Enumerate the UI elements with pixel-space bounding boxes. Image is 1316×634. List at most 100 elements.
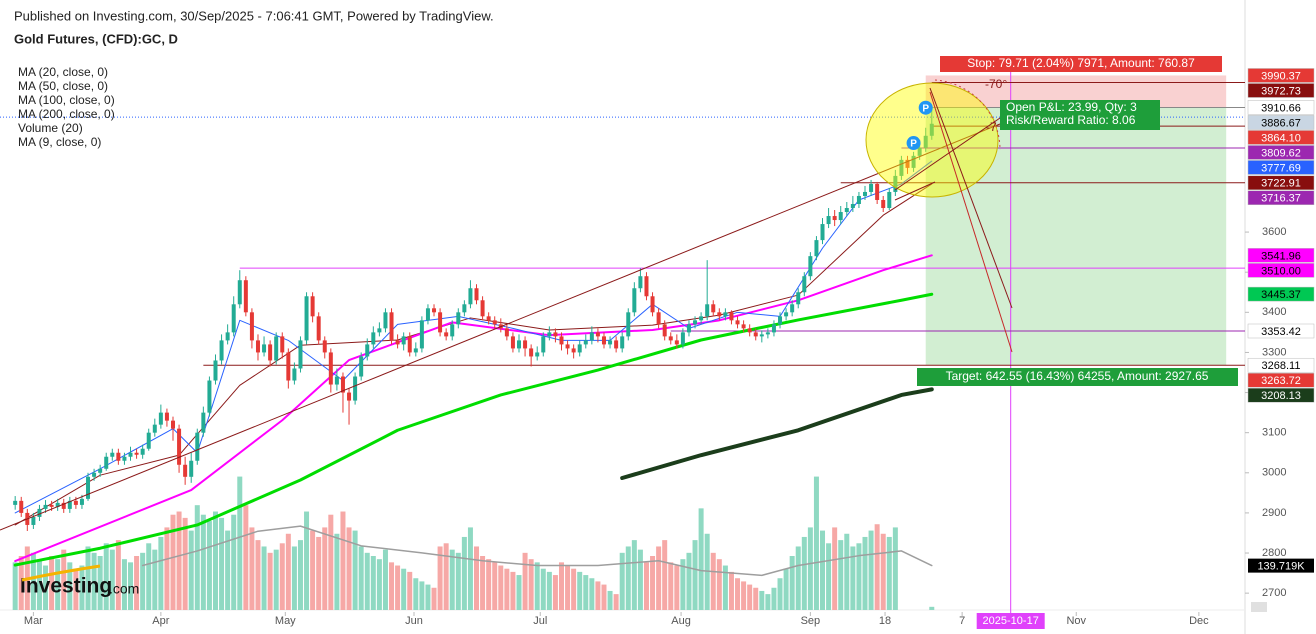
- candle-body: [686, 324, 691, 333]
- candle-body: [826, 216, 831, 225]
- volume-bar: [577, 571, 583, 610]
- volume-bar: [474, 546, 480, 610]
- candle-body: [656, 312, 661, 325]
- volume-bar: [595, 581, 601, 610]
- price-label-box: [1247, 323, 1315, 339]
- price-label-box: [1247, 115, 1315, 130]
- volume-bar: [631, 540, 637, 610]
- stop-label: Stop: 79.71 (2.04%) 7971, Amount: 760.87: [967, 56, 1195, 70]
- volume-bar: [662, 540, 668, 610]
- volume-bar: [352, 530, 358, 610]
- candle-body: [31, 516, 36, 525]
- volume-bar: [243, 505, 249, 610]
- x-tick-label: Aug: [671, 615, 691, 627]
- volume-bar: [565, 565, 571, 610]
- volume-bar: [231, 514, 237, 610]
- candle-body: [820, 224, 825, 241]
- volume-bar: [728, 571, 734, 610]
- volume-bar: [546, 571, 552, 610]
- candle-body: [164, 412, 169, 421]
- volume-bar: [747, 584, 753, 610]
- candle-body: [583, 340, 588, 345]
- volume-bar: [73, 568, 79, 610]
- volume-bar: [838, 540, 844, 610]
- volume-bar: [492, 562, 498, 610]
- volume-bar: [188, 530, 194, 610]
- volume-bar: [267, 552, 273, 610]
- volume-bar: [152, 549, 158, 610]
- candle-body: [723, 312, 728, 317]
- price-label: 3809.62: [1261, 147, 1301, 159]
- logo-swoosh: [21, 564, 101, 582]
- candle-body: [668, 336, 673, 341]
- candle-body: [286, 352, 291, 381]
- candle-body: [432, 308, 437, 313]
- candle-body: [316, 316, 321, 341]
- candle-body: [887, 191, 892, 209]
- legend-entry: MA (9, close, 0): [18, 135, 101, 149]
- volume-bar: [498, 565, 504, 610]
- price-label-box: [1247, 68, 1315, 83]
- candle-body: [377, 328, 382, 333]
- logo: Investing .com: [20, 564, 139, 598]
- candle-body: [480, 300, 485, 317]
- target-label: Target: 642.55 (16.43%) 64255, Amount: 2…: [946, 369, 1209, 383]
- candle-body: [304, 296, 309, 341]
- trend-line: [0, 123, 1001, 531]
- volume-bar: [686, 552, 692, 610]
- candle-body: [310, 296, 315, 317]
- candle-body: [923, 135, 928, 148]
- candle-body: [881, 199, 886, 209]
- volume-bar: [534, 562, 540, 610]
- volume-bar: [522, 552, 528, 610]
- volume-bar: [30, 552, 36, 610]
- legend-entry: MA (100, close, 0): [18, 93, 115, 107]
- candle-body: [171, 420, 176, 429]
- candle-body: [213, 360, 218, 381]
- scale-icon[interactable]: [1251, 602, 1267, 612]
- volume-bar: [279, 543, 285, 610]
- candle-body: [814, 240, 819, 257]
- volume-bar: [467, 527, 473, 610]
- volume-bar: [510, 571, 516, 610]
- volume-bar: [650, 556, 656, 610]
- legend-entry: MA (200, close, 0): [18, 107, 115, 121]
- volume-bar: [395, 565, 401, 610]
- candle-body: [207, 380, 212, 413]
- volume-bar: [528, 559, 534, 610]
- volume-layer: [12, 476, 935, 610]
- volume-bar: [722, 565, 728, 610]
- candle-body: [347, 392, 352, 401]
- volume-bar: [753, 587, 759, 610]
- volume-bar: [376, 559, 382, 610]
- candle-body: [614, 340, 619, 349]
- candle-body: [86, 476, 91, 499]
- volume-bar: [795, 546, 801, 610]
- volume-bar: [79, 565, 85, 610]
- candle-body: [413, 348, 418, 353]
- volume-bar: [158, 536, 164, 610]
- candle-body: [280, 336, 285, 353]
- y-tick-label: 3600: [1262, 226, 1286, 238]
- legend-entry: Volume (20): [18, 121, 83, 135]
- ma-line: [14, 160, 933, 514]
- candle-body: [589, 332, 594, 341]
- candle-body: [808, 256, 813, 277]
- candle-body: [577, 344, 582, 353]
- price-label: 3208.13: [1261, 390, 1301, 402]
- candle-body: [340, 376, 345, 393]
- stop-label-box: [940, 56, 1222, 72]
- candle-body: [595, 332, 600, 337]
- price-label-box: [1247, 160, 1315, 175]
- trend-line: [894, 117, 1001, 191]
- highlight-circle: [865, 82, 999, 198]
- volume-bar: [552, 575, 558, 610]
- candle-body: [492, 320, 497, 325]
- volume-bar: [413, 578, 419, 610]
- volume-bar: [783, 568, 789, 610]
- volume-bar: [735, 578, 741, 610]
- rr-label: Risk/Reward Ratio: 8.06: [1006, 113, 1136, 127]
- volume-bar: [698, 508, 704, 610]
